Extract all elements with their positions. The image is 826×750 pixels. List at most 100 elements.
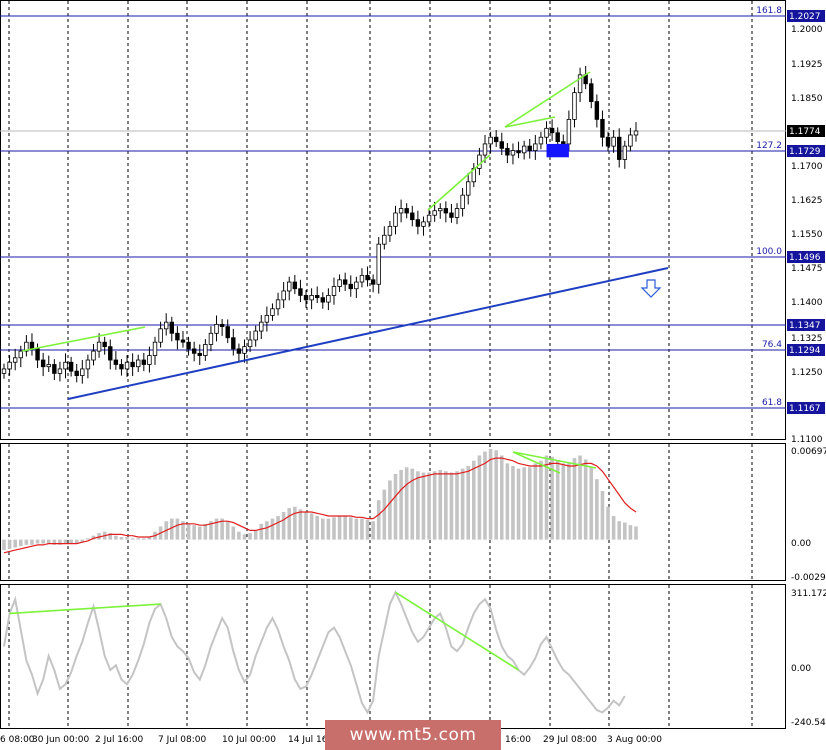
candle-body bbox=[611, 136, 616, 147]
candle-body bbox=[287, 281, 292, 292]
macd-histogram-bar bbox=[58, 539, 62, 545]
time-tick-label: 14 Jul 16 bbox=[288, 735, 328, 745]
candle-body bbox=[147, 355, 152, 365]
macd-histogram-bar bbox=[477, 455, 482, 540]
macd-histogram-bar bbox=[326, 518, 331, 540]
macd-histogram-bar bbox=[225, 521, 230, 540]
fib-price-label: 1.1167 bbox=[789, 404, 821, 414]
macd-histogram-bar bbox=[181, 521, 185, 540]
macd-histogram-bar bbox=[80, 539, 85, 543]
macd-histogram-bar bbox=[24, 539, 29, 545]
candle-body bbox=[577, 74, 583, 94]
candle-body bbox=[203, 344, 208, 356]
macd-histogram-bar bbox=[214, 518, 219, 540]
candle-body bbox=[544, 127, 549, 138]
candle-body bbox=[68, 361, 74, 372]
macd-histogram-bar bbox=[567, 463, 571, 540]
macd-histogram-bar bbox=[209, 521, 213, 540]
candle-body bbox=[549, 127, 555, 134]
candle-body bbox=[275, 299, 281, 310]
macd-histogram-bar bbox=[572, 458, 577, 540]
macd-histogram-bar bbox=[388, 480, 392, 540]
price-tick-label: 1.1400 bbox=[791, 298, 823, 308]
candle-body bbox=[365, 274, 370, 281]
candle-body bbox=[628, 134, 633, 147]
fib-level-label: 161.8 bbox=[756, 6, 782, 16]
candle-body bbox=[527, 145, 532, 151]
macd-histogram-bar bbox=[125, 536, 129, 540]
candle-body bbox=[622, 145, 628, 160]
macd-histogram-bar bbox=[522, 467, 526, 540]
macd-histogram-bar bbox=[287, 508, 292, 540]
candle-body bbox=[421, 221, 426, 227]
macd-histogram-bar bbox=[399, 469, 403, 540]
macd-histogram-bar bbox=[309, 513, 314, 540]
macd-histogram-bar bbox=[91, 535, 96, 540]
candle-body bbox=[1, 368, 7, 374]
green-trend-line bbox=[504, 116, 556, 128]
cci-divergence-line bbox=[9, 603, 161, 615]
price-tick-label: 1.1850 bbox=[791, 94, 823, 104]
macd-histogram-bar bbox=[86, 538, 90, 540]
macd-histogram-bar bbox=[52, 539, 57, 545]
macd-histogram-bar bbox=[186, 523, 191, 540]
candle-body bbox=[438, 208, 443, 212]
macd-histogram-bar bbox=[276, 515, 280, 540]
macd-histogram-bar bbox=[449, 472, 454, 540]
macd-histogram-bar bbox=[499, 455, 504, 540]
price-tick-label: 1.1475 bbox=[791, 264, 823, 274]
candle-body bbox=[18, 350, 23, 359]
candle-body bbox=[124, 361, 130, 370]
candle-body bbox=[510, 150, 516, 156]
macd-histogram-bar bbox=[2, 539, 6, 551]
candle-body bbox=[298, 288, 303, 296]
macd-histogram-bar bbox=[376, 500, 381, 540]
candle-body bbox=[63, 361, 68, 370]
fib-price-label: 1.1496 bbox=[789, 253, 821, 263]
macd-histogram-bar bbox=[248, 533, 252, 540]
time-tick-label: 6 08:00 bbox=[0, 735, 35, 745]
macd-histogram-bar bbox=[533, 463, 538, 540]
macd-indicator bbox=[2, 448, 638, 554]
candle-body bbox=[482, 143, 488, 156]
macd-histogram-bar bbox=[360, 518, 364, 540]
current-price-label: 1.1774 bbox=[789, 127, 821, 137]
macd-histogram-bar bbox=[505, 463, 510, 540]
macd-histogram-bar bbox=[130, 538, 135, 540]
macd-histogram-bar bbox=[600, 490, 605, 540]
candle-body bbox=[493, 136, 499, 143]
fib-price-label: 1.1347 bbox=[789, 321, 821, 331]
candle-body bbox=[404, 208, 409, 214]
candle-body bbox=[119, 364, 124, 370]
macd-histogram-bar bbox=[74, 539, 79, 544]
macd-histogram-bar bbox=[253, 530, 258, 540]
candle-body bbox=[102, 341, 107, 348]
candle-body bbox=[499, 141, 504, 149]
candle-body bbox=[281, 290, 286, 301]
candle-body bbox=[303, 295, 309, 301]
macd-histogram-bar bbox=[136, 538, 141, 540]
macd-tick-label: -0.00292 bbox=[791, 573, 826, 583]
candle-body bbox=[617, 136, 622, 160]
macd-histogram-bar bbox=[192, 525, 196, 540]
candle-body bbox=[454, 208, 460, 218]
watermark[interactable]: www.mt5.com bbox=[325, 720, 501, 750]
candle-body bbox=[136, 359, 141, 368]
candle-body bbox=[231, 337, 236, 350]
macd-divergence-line bbox=[512, 451, 597, 469]
macd-histogram-bar bbox=[595, 479, 599, 540]
fib-price-label: 1.1729 bbox=[789, 147, 821, 157]
candle-body bbox=[29, 341, 35, 350]
cci-divergence-line bbox=[395, 591, 519, 671]
candle-body bbox=[505, 147, 510, 156]
candle-body bbox=[292, 281, 298, 290]
price-tick-label: 1.2000 bbox=[791, 25, 823, 35]
candle-body bbox=[594, 101, 600, 120]
macd-histogram-bar bbox=[488, 448, 493, 540]
macd-histogram-bar bbox=[606, 506, 610, 540]
macd-tick-label: 0.00 bbox=[791, 539, 811, 549]
macd-histogram-bar bbox=[393, 473, 398, 540]
macd-divergence-line bbox=[512, 451, 561, 474]
candle-body bbox=[180, 339, 186, 343]
